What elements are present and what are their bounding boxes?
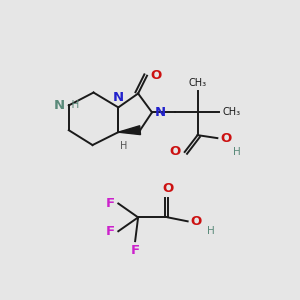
- Text: H: H: [120, 141, 128, 151]
- Text: O: O: [169, 146, 181, 158]
- Text: N: N: [54, 99, 65, 112]
- Text: N: N: [155, 106, 166, 119]
- Text: O: O: [162, 182, 173, 195]
- Text: H: H: [233, 147, 241, 157]
- Text: O: O: [190, 215, 202, 228]
- Text: CH₃: CH₃: [188, 78, 207, 88]
- Text: CH₃: CH₃: [222, 107, 240, 117]
- Text: H: H: [208, 226, 215, 236]
- Polygon shape: [118, 126, 140, 135]
- Text: O: O: [220, 132, 232, 145]
- Text: O: O: [150, 69, 161, 82]
- Text: F: F: [106, 225, 115, 238]
- Text: H: H: [65, 100, 79, 110]
- Text: F: F: [130, 244, 140, 257]
- Text: N: N: [113, 92, 124, 104]
- Text: F: F: [106, 197, 115, 210]
